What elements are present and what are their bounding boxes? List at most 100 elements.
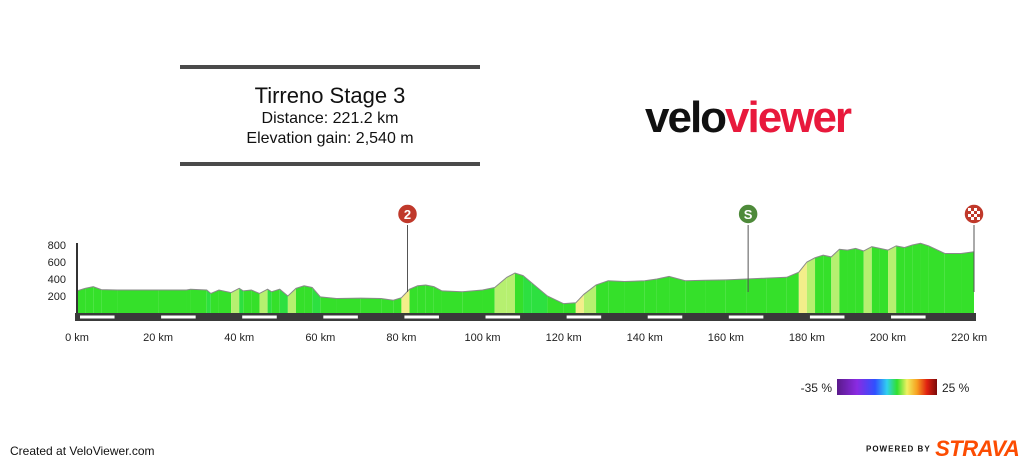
profile-segment [608,280,625,313]
profile-segment [928,245,945,313]
checkered-square [977,211,980,214]
profile-segment [218,290,232,313]
x-axis-segment [404,315,439,319]
strava-logo: STRAVA [935,436,1020,461]
profile-segment [425,284,434,313]
profile-segment [888,245,897,313]
x-tick-label: 180 km [789,332,825,344]
profile-segment [506,273,515,313]
profile-segment [563,302,576,313]
profile-segment [401,289,410,313]
y-tick-label: 800 [48,240,66,252]
profile-segment [815,255,824,313]
x-tick-label: 40 km [224,332,254,344]
x-axis-segment [242,315,277,319]
marker-sprint-icon [737,203,759,225]
x-axis-segment [728,315,764,319]
x-tick-label: 0 km [65,332,89,344]
gradient-legend-bar [837,379,937,395]
powered-by-text: POWERED BY [866,444,931,454]
profile-segment [381,298,394,313]
profile-segment [231,288,240,313]
strava-badge: POWERED BY STRAVA [866,436,1020,462]
x-tick-label: 220 km [951,332,987,344]
profile-segment [267,289,272,313]
profile-segment [863,246,872,313]
profile-segment [596,280,609,313]
profile-segment [93,286,102,313]
profile-segment [879,248,889,313]
title-box: Tirreno Stage 3 Distance: 221.2 km Eleva… [180,65,480,166]
x-tick-label: 20 km [143,332,173,344]
x-axis-segment [647,315,683,319]
profile-segment [441,290,463,313]
profile-segment [393,297,402,313]
x-tick-label: 140 km [627,332,663,344]
profile-segment [806,257,816,313]
profile-segment [494,277,507,313]
x-axis-segment [80,315,115,319]
profile-segment [823,255,832,313]
profile-segment [831,249,840,313]
profile-segment [101,289,118,313]
profile-segment [482,287,495,313]
checkered-square [971,217,974,220]
y-tick-label: 200 [48,291,66,303]
profile-segment [186,289,191,313]
y-tick-label: 600 [48,257,66,269]
profile-segment [839,249,848,313]
profile-segment [644,279,657,313]
profile-segment [725,279,747,313]
x-axis-segment [809,315,845,319]
marker-climb-icon [396,203,419,225]
profile-segment [547,296,564,313]
profile-segment [575,294,584,313]
profile-segment [920,243,929,313]
created-at-text: Created at VeloViewer.com [10,444,155,458]
profile-segment [271,289,280,313]
profile-segment [117,290,159,313]
profile-segment [85,286,94,313]
profile-segment [336,298,361,313]
checkered-square [968,208,971,211]
profile-segment [656,276,670,313]
profile-segment [210,290,219,313]
profile-segment [912,243,921,313]
profile-segment [251,290,260,313]
elevation-gain-text: Elevation gain: 2,540 m [246,130,414,147]
x-axis-segment [161,315,196,319]
marker-label: S [744,207,753,222]
logo-part-viewer: viewer [725,93,852,142]
checkered-square [971,211,974,214]
profile-segment [514,273,524,313]
x-tick-label: 120 km [546,332,582,344]
profile-segment [669,276,686,313]
profile-segment [279,289,288,313]
profile-segment [259,289,268,313]
profile-segment [766,277,787,313]
profile-segment [433,286,442,313]
stage-title: Tirreno Stage 3 [254,83,406,108]
profile-segment [158,290,187,313]
x-axis-segment [323,315,358,319]
x-tick-label: 80 km [386,332,416,344]
distance-text: Distance: 221.2 km [261,110,399,127]
x-tick-label: 60 km [305,332,335,344]
profile-segment [855,248,864,313]
checkered-square [968,214,971,217]
profile-segment [243,290,252,313]
profile-segment [206,290,211,313]
profile-segment [417,284,426,313]
y-tick-label: 400 [48,274,66,286]
profile-segment [871,246,880,313]
checkered-square [974,214,977,217]
x-axis-bar [75,313,976,321]
x-tick-label: 160 km [708,332,744,344]
profile-segment [523,275,532,313]
gradient-legend-max: 25 % [942,381,970,395]
x-axis-segment [485,315,521,319]
profile-segment [746,278,767,313]
marker-label: 2 [404,207,411,222]
gradient-legend-min: -35 % [801,381,833,395]
